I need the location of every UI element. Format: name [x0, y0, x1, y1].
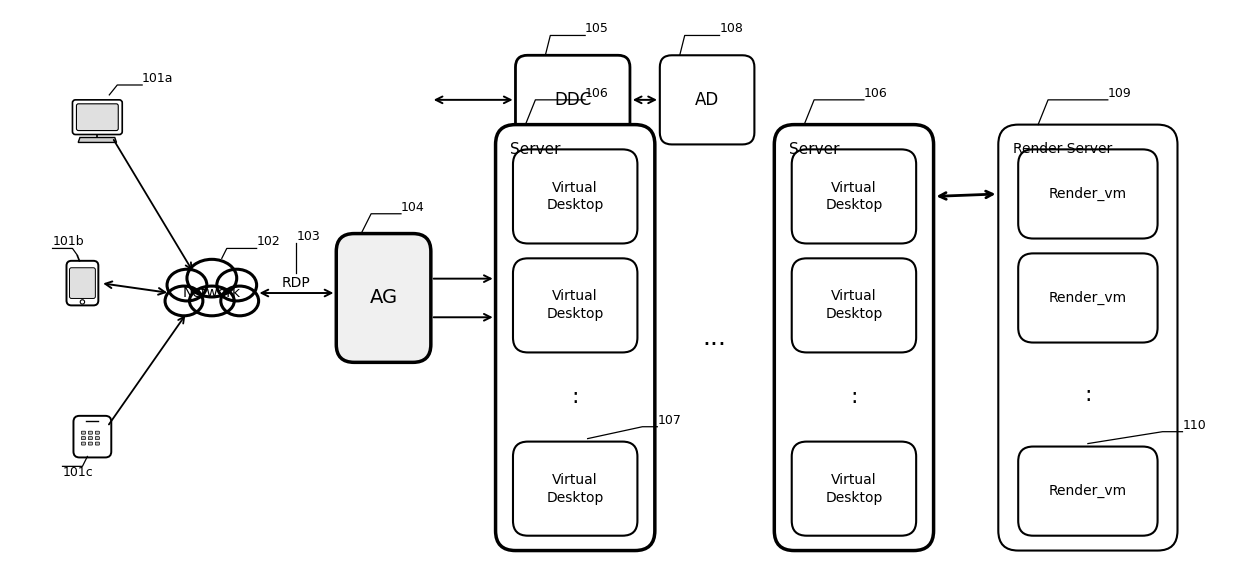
Text: Desktop: Desktop [547, 308, 604, 321]
FancyBboxPatch shape [496, 125, 655, 550]
Text: AG: AG [370, 289, 398, 308]
FancyBboxPatch shape [336, 233, 430, 362]
FancyBboxPatch shape [1018, 446, 1158, 536]
FancyBboxPatch shape [774, 125, 934, 550]
FancyBboxPatch shape [95, 431, 99, 434]
Text: Virtual: Virtual [831, 289, 877, 303]
FancyBboxPatch shape [791, 149, 916, 243]
Text: 109: 109 [1107, 87, 1132, 100]
FancyBboxPatch shape [72, 100, 123, 135]
FancyBboxPatch shape [513, 442, 637, 536]
Text: Render_vm: Render_vm [1049, 291, 1127, 305]
Text: Virtual: Virtual [552, 289, 598, 303]
Text: 107: 107 [657, 414, 681, 427]
Ellipse shape [167, 269, 207, 301]
Text: Server: Server [789, 142, 839, 157]
Text: 106: 106 [585, 87, 609, 100]
Circle shape [81, 300, 84, 304]
Text: 101a: 101a [143, 72, 174, 85]
Ellipse shape [217, 269, 257, 301]
FancyBboxPatch shape [660, 55, 754, 145]
Text: Virtual: Virtual [552, 181, 598, 195]
FancyBboxPatch shape [73, 416, 112, 457]
Ellipse shape [221, 286, 259, 316]
Text: 103: 103 [296, 230, 320, 243]
Text: 102: 102 [257, 235, 280, 249]
Text: Virtual: Virtual [831, 473, 877, 487]
FancyBboxPatch shape [88, 442, 92, 445]
FancyBboxPatch shape [82, 437, 86, 440]
Text: Render_vm: Render_vm [1049, 187, 1127, 201]
FancyBboxPatch shape [791, 258, 916, 352]
Text: 104: 104 [401, 201, 425, 214]
Text: :: : [851, 387, 858, 407]
FancyBboxPatch shape [1018, 253, 1158, 343]
FancyBboxPatch shape [95, 437, 99, 440]
Text: Desktop: Desktop [547, 198, 604, 212]
Text: DDC: DDC [554, 91, 591, 109]
Text: Desktop: Desktop [826, 308, 883, 321]
FancyBboxPatch shape [513, 258, 637, 352]
FancyBboxPatch shape [77, 104, 118, 131]
Ellipse shape [167, 263, 257, 323]
Text: 108: 108 [719, 22, 744, 35]
Ellipse shape [165, 286, 203, 316]
Text: 106: 106 [864, 87, 888, 100]
FancyBboxPatch shape [67, 261, 98, 305]
Text: Desktop: Desktop [547, 490, 604, 505]
FancyBboxPatch shape [1018, 149, 1158, 239]
Text: Network: Network [182, 286, 241, 300]
FancyBboxPatch shape [791, 442, 916, 536]
Text: 110: 110 [1183, 419, 1207, 432]
FancyBboxPatch shape [82, 442, 86, 445]
Text: 101b: 101b [52, 235, 84, 249]
FancyBboxPatch shape [88, 437, 92, 440]
FancyBboxPatch shape [69, 268, 95, 299]
Polygon shape [78, 138, 117, 142]
Text: AD: AD [694, 91, 719, 109]
Text: Render_vm: Render_vm [1049, 484, 1127, 498]
FancyBboxPatch shape [998, 125, 1178, 550]
Text: 105: 105 [585, 22, 609, 35]
Ellipse shape [187, 259, 237, 297]
Ellipse shape [190, 286, 234, 316]
Text: Desktop: Desktop [826, 198, 883, 212]
FancyBboxPatch shape [82, 431, 86, 434]
Text: Desktop: Desktop [826, 490, 883, 505]
FancyBboxPatch shape [88, 431, 92, 434]
Text: 101c: 101c [62, 466, 93, 479]
FancyBboxPatch shape [513, 149, 637, 243]
Text: Render Server: Render Server [1013, 142, 1112, 156]
Text: Server: Server [511, 142, 560, 157]
Text: ...: ... [703, 326, 727, 350]
Text: :: : [572, 387, 579, 407]
Text: Virtual: Virtual [552, 473, 598, 487]
Text: RDP: RDP [281, 276, 311, 290]
FancyBboxPatch shape [95, 442, 99, 445]
Text: Virtual: Virtual [831, 181, 877, 195]
FancyBboxPatch shape [516, 55, 630, 145]
Text: :: : [1084, 385, 1091, 405]
